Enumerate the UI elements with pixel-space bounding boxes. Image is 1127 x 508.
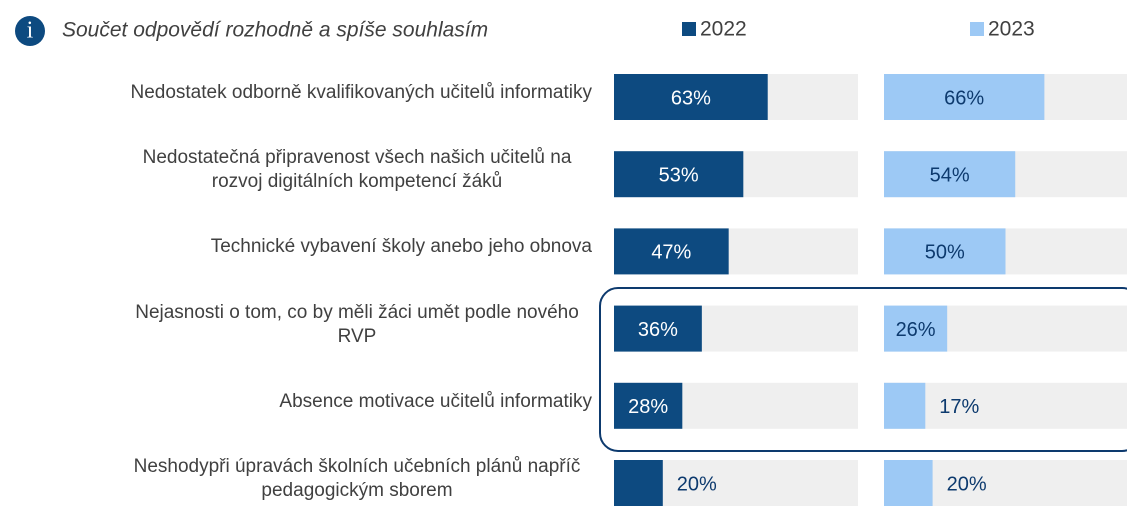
- bar: [884, 382, 926, 429]
- data-label: 20%: [677, 473, 717, 495]
- category-label-box: Nedostatečná připravenost všech našich u…: [20, 146, 592, 194]
- category-label-box: Nedostatek odborně kvalifikovaných učite…: [20, 81, 592, 105]
- category-label: Nejasnosti o tom, co by měli žáci umět p…: [135, 301, 579, 347]
- legend-label: 2022: [700, 18, 747, 41]
- data-label: 17%: [939, 396, 979, 418]
- data-label: 28%: [628, 396, 668, 418]
- highlight-box: [599, 287, 1127, 452]
- data-label: 63%: [671, 87, 711, 109]
- bar: [884, 74, 1045, 120]
- category-label-box: Nejasnosti o tom, co by měli žáci umět p…: [20, 301, 592, 349]
- data-label: 54%: [930, 164, 970, 186]
- data-label: 47%: [651, 242, 691, 264]
- data-label: 50%: [925, 242, 965, 264]
- bar: [614, 382, 683, 429]
- data-label: 26%: [896, 319, 936, 341]
- category-label: Nedostatek odborně kvalifikovaných učite…: [130, 82, 592, 103]
- bar: [614, 74, 768, 120]
- category-label-box: Absence motivace učitelů informatiky: [20, 390, 592, 414]
- legend-label: 2023: [988, 18, 1035, 41]
- bar: [614, 151, 744, 198]
- category-label: Absence motivace učitelů informatiky: [279, 390, 592, 412]
- category-label-box: Neshodypři úpravách školních učebních pl…: [20, 455, 592, 503]
- bar: [884, 305, 948, 352]
- data-label: 36%: [638, 319, 678, 341]
- info-icon: [15, 16, 45, 46]
- bar: [614, 305, 702, 352]
- category-label: Nedostatečná připravenost všech našich u…: [142, 147, 572, 193]
- category-label: Technické vybavení školy anebo jeho obno…: [210, 236, 592, 258]
- data-label: 53%: [659, 164, 699, 186]
- category-label: Neshodypři úpravách školních učebních pl…: [133, 456, 581, 501]
- bar: [614, 228, 729, 275]
- chart-title: Součet odpovědí rozhodně a spíše souhlas…: [62, 19, 488, 42]
- data-label: 66%: [944, 87, 984, 109]
- bar: [884, 228, 1006, 275]
- category-label-box: Technické vybavení školy anebo jeho obno…: [20, 235, 592, 259]
- legend-swatch: [970, 22, 984, 36]
- bar: [614, 460, 663, 506]
- legend-swatch: [682, 22, 696, 36]
- info-icon-glyph: i: [27, 18, 34, 44]
- bar: [884, 151, 1016, 198]
- data-label: 20%: [947, 473, 987, 495]
- bar: [884, 460, 933, 506]
